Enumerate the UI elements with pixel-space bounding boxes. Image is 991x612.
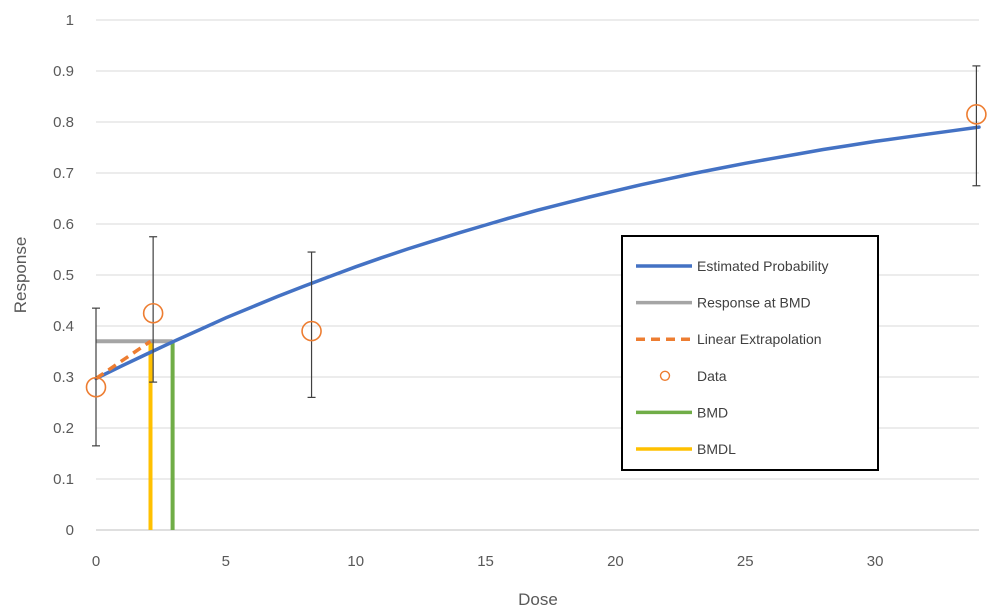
legend-marker xyxy=(659,370,671,381)
data-point xyxy=(966,104,987,125)
y-tick-label: 0.2 xyxy=(53,420,74,437)
y-axis-title: Response xyxy=(11,237,30,314)
series-line xyxy=(94,125,981,381)
y-tick-label: 0.6 xyxy=(53,216,74,233)
plot-area xyxy=(85,65,987,530)
legend-label: Linear Extrapolation xyxy=(697,331,822,347)
data-point xyxy=(301,320,322,342)
legend-label: Estimated Probability xyxy=(697,258,829,274)
y-tick-label: 0.3 xyxy=(53,369,74,386)
legend-box xyxy=(621,235,879,471)
y-tick-label: 0.7 xyxy=(53,165,74,182)
x-tick-label: 20 xyxy=(607,553,624,570)
y-tick-label: 0.1 xyxy=(53,471,74,488)
x-tick-label: 10 xyxy=(347,553,364,570)
grid-lines xyxy=(96,19,979,531)
x-tick-label: 15 xyxy=(477,553,494,570)
y-tick-label: 0.8 xyxy=(53,114,74,131)
y-tick-label: 0.9 xyxy=(53,63,74,80)
y-tick-label: 0.4 xyxy=(53,318,74,335)
legend-label: BMDL xyxy=(697,441,736,457)
x-tick-label: 25 xyxy=(737,553,754,570)
data-point xyxy=(142,302,164,324)
x-axis-title: Dose xyxy=(518,590,558,609)
y-tick-label: 1 xyxy=(66,12,74,29)
legend-label: BMD xyxy=(697,404,728,420)
legend: Estimated Probability Response at BMD Line… xyxy=(621,235,879,471)
y-tick-label: 0.5 xyxy=(53,267,74,284)
y-tick-labels: 0 0.1 0.2 0.3 0.4 0.5 0.6 0.7 0.8 0.9 1 xyxy=(53,12,74,539)
legend-label: Data xyxy=(697,368,727,384)
series-line xyxy=(95,339,152,380)
y-tick-label: 0 xyxy=(66,522,74,539)
x-tick-label: 30 xyxy=(867,553,884,570)
data-point xyxy=(85,376,107,398)
x-tick-labels: 0 5 10 15 20 25 30 xyxy=(92,553,884,570)
legend-label: Response at BMD xyxy=(697,295,811,311)
x-tick-label: 5 xyxy=(222,553,230,570)
x-tick-label: 0 xyxy=(92,553,100,570)
